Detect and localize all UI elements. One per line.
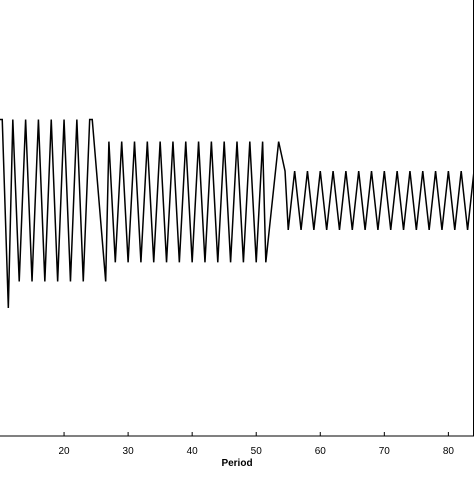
x-tick-label: 40 — [187, 446, 199, 457]
x-tick-label: 60 — [315, 446, 327, 457]
series-line — [0, 118, 474, 308]
x-tick-label: 50 — [251, 446, 263, 457]
x-tick-label: 20 — [58, 446, 70, 457]
x-tick-label: 70 — [379, 446, 391, 457]
x-ticks: 20 30 40 50 60 70 80 — [58, 432, 454, 457]
x-tick-label: 80 — [443, 446, 455, 457]
x-tick-label: 30 — [123, 446, 135, 457]
series-line-group — [0, 118, 474, 308]
x-axis-title: Period — [221, 458, 252, 469]
